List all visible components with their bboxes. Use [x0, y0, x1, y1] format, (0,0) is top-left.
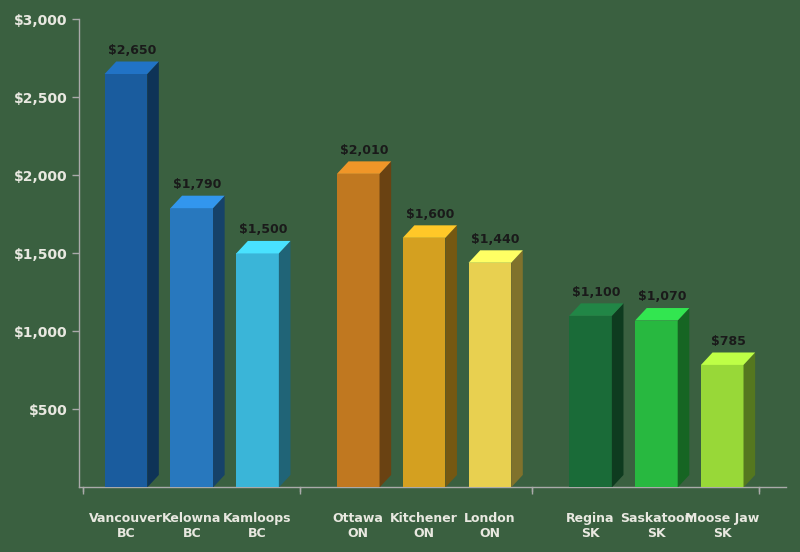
- Polygon shape: [743, 353, 755, 487]
- Text: Kamloops
BC: Kamloops BC: [223, 512, 292, 540]
- Bar: [337, 174, 379, 487]
- Polygon shape: [678, 308, 690, 487]
- Polygon shape: [570, 304, 623, 316]
- Text: Moose Jaw
SK: Moose Jaw SK: [685, 512, 759, 540]
- Bar: [701, 365, 743, 487]
- Polygon shape: [379, 161, 391, 487]
- Text: $1,500: $1,500: [239, 223, 288, 236]
- Polygon shape: [701, 353, 755, 365]
- Polygon shape: [469, 250, 523, 263]
- Bar: [236, 253, 279, 487]
- Text: $1,440: $1,440: [471, 232, 520, 246]
- Bar: [469, 263, 511, 487]
- Text: $2,650: $2,650: [107, 44, 156, 57]
- Polygon shape: [236, 241, 290, 253]
- Text: $785: $785: [710, 335, 746, 348]
- Bar: [570, 316, 612, 487]
- Bar: [635, 321, 678, 487]
- Polygon shape: [170, 196, 225, 208]
- Text: Vancouver
BC: Vancouver BC: [89, 512, 163, 540]
- Bar: [170, 208, 213, 487]
- Polygon shape: [337, 161, 391, 174]
- Text: Saskatoon
SK: Saskatoon SK: [620, 512, 693, 540]
- Polygon shape: [147, 61, 159, 487]
- Text: $2,010: $2,010: [340, 144, 388, 157]
- Polygon shape: [511, 250, 523, 487]
- Text: Ottawa
ON: Ottawa ON: [333, 512, 384, 540]
- Text: $1,070: $1,070: [638, 290, 686, 304]
- Bar: [402, 238, 446, 487]
- Text: Kelowna
BC: Kelowna BC: [162, 512, 222, 540]
- Polygon shape: [213, 196, 225, 487]
- Polygon shape: [446, 225, 457, 487]
- Text: London
ON: London ON: [464, 512, 516, 540]
- Text: $1,600: $1,600: [406, 208, 454, 221]
- Polygon shape: [612, 304, 623, 487]
- Text: $1,790: $1,790: [174, 178, 222, 191]
- Polygon shape: [279, 241, 290, 487]
- Polygon shape: [105, 61, 159, 74]
- Text: Regina
SK: Regina SK: [566, 512, 615, 540]
- Text: Kitchener
ON: Kitchener ON: [390, 512, 458, 540]
- Bar: [105, 74, 147, 487]
- Polygon shape: [635, 308, 690, 321]
- Text: $1,100: $1,100: [572, 286, 621, 299]
- Polygon shape: [402, 225, 457, 238]
